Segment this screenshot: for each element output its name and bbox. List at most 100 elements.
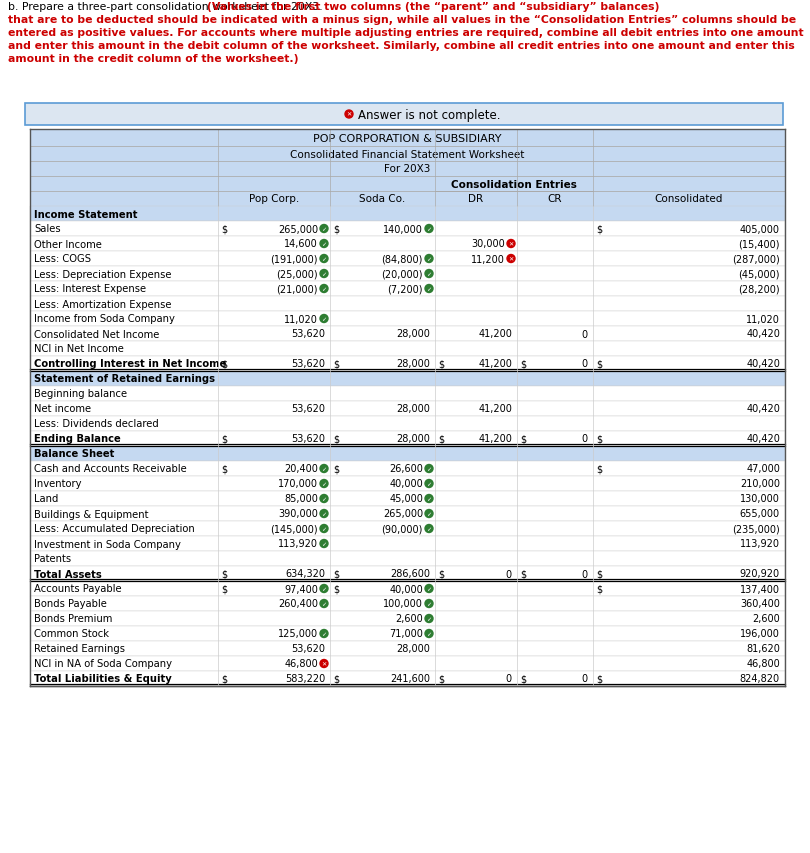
Text: 41,200: 41,200 bbox=[478, 404, 512, 414]
Text: ✓: ✓ bbox=[322, 542, 326, 547]
Circle shape bbox=[425, 600, 433, 608]
Text: 46,800: 46,800 bbox=[746, 659, 780, 669]
Text: $: $ bbox=[333, 434, 339, 444]
Text: (287,000): (287,000) bbox=[732, 254, 780, 264]
Text: ✓: ✓ bbox=[322, 257, 326, 262]
Text: Income from Soda Company: Income from Soda Company bbox=[34, 314, 175, 324]
Text: ✕: ✕ bbox=[322, 661, 326, 666]
Text: 47,000: 47,000 bbox=[746, 464, 780, 474]
Text: ✓: ✓ bbox=[426, 496, 432, 502]
Text: (191,000): (191,000) bbox=[271, 254, 318, 264]
Text: ✓: ✓ bbox=[426, 481, 432, 486]
Text: $: $ bbox=[333, 224, 339, 235]
Bar bbox=[30, 252, 785, 267]
Circle shape bbox=[320, 315, 328, 323]
Text: NCI in NA of Soda Company: NCI in NA of Soda Company bbox=[34, 659, 172, 669]
Text: $: $ bbox=[596, 674, 602, 684]
Text: 405,000: 405,000 bbox=[740, 224, 780, 235]
Text: b. Prepare a three-part consolidation worksheet for 20X3.: b. Prepare a three-part consolidation wo… bbox=[8, 2, 326, 12]
Bar bbox=[30, 596, 785, 612]
Text: Ending Balance: Ending Balance bbox=[34, 434, 121, 444]
Text: ✓: ✓ bbox=[426, 257, 432, 262]
Text: Beginning balance: Beginning balance bbox=[34, 389, 127, 399]
Text: $: $ bbox=[221, 224, 227, 235]
Circle shape bbox=[320, 540, 328, 548]
Bar bbox=[30, 656, 785, 671]
Bar bbox=[30, 432, 785, 446]
Bar bbox=[30, 402, 785, 416]
Text: $: $ bbox=[596, 464, 602, 474]
Text: 41,200: 41,200 bbox=[478, 434, 512, 444]
Text: 655,000: 655,000 bbox=[740, 509, 780, 519]
Text: 130,000: 130,000 bbox=[740, 494, 780, 504]
Text: ✓: ✓ bbox=[426, 631, 432, 636]
Text: 40,420: 40,420 bbox=[746, 329, 780, 339]
Text: $: $ bbox=[221, 359, 227, 369]
Text: Soda Co.: Soda Co. bbox=[360, 194, 406, 204]
Text: $: $ bbox=[596, 359, 602, 369]
Text: 46,800: 46,800 bbox=[284, 659, 318, 669]
Text: $: $ bbox=[438, 359, 444, 369]
Text: NCI in Net Income: NCI in Net Income bbox=[34, 344, 124, 354]
Text: $: $ bbox=[333, 359, 339, 369]
Text: 286,600: 286,600 bbox=[390, 569, 430, 579]
Bar bbox=[30, 130, 785, 147]
Circle shape bbox=[425, 255, 433, 264]
Circle shape bbox=[425, 480, 433, 488]
Circle shape bbox=[320, 659, 328, 668]
Circle shape bbox=[425, 225, 433, 233]
Bar bbox=[30, 507, 785, 521]
Bar bbox=[30, 206, 785, 222]
Text: (145,000): (145,000) bbox=[271, 524, 318, 534]
Bar bbox=[30, 461, 785, 477]
Text: 11,200: 11,200 bbox=[471, 254, 505, 264]
Text: $: $ bbox=[438, 434, 444, 444]
Text: Less: Accumulated Depreciation: Less: Accumulated Depreciation bbox=[34, 524, 194, 534]
Text: ✕: ✕ bbox=[509, 241, 514, 247]
Text: 28,000: 28,000 bbox=[396, 404, 430, 414]
Text: ✓: ✓ bbox=[426, 227, 432, 232]
Text: DR: DR bbox=[468, 194, 484, 204]
Text: 28,000: 28,000 bbox=[396, 329, 430, 339]
Text: 196,000: 196,000 bbox=[740, 629, 780, 639]
Text: Less: COGS: Less: COGS bbox=[34, 254, 91, 264]
Text: Less: Dividends declared: Less: Dividends declared bbox=[34, 419, 159, 429]
Text: ✓: ✓ bbox=[322, 481, 326, 486]
Text: 40,420: 40,420 bbox=[746, 434, 780, 444]
Text: 2,600: 2,600 bbox=[395, 614, 423, 624]
Text: 0: 0 bbox=[582, 569, 588, 579]
Text: ✓: ✓ bbox=[322, 512, 326, 516]
Text: 265,000: 265,000 bbox=[383, 509, 423, 519]
Text: 390,000: 390,000 bbox=[278, 509, 318, 519]
Text: Land: Land bbox=[34, 494, 58, 504]
Text: Retained Earnings: Retained Earnings bbox=[34, 644, 125, 653]
Bar bbox=[30, 641, 785, 656]
Bar bbox=[30, 386, 785, 402]
Text: 40,000: 40,000 bbox=[390, 583, 423, 594]
Text: Other Income: Other Income bbox=[34, 239, 102, 249]
Bar bbox=[30, 537, 785, 551]
Text: CR: CR bbox=[548, 194, 562, 204]
Text: 14,600: 14,600 bbox=[284, 239, 318, 249]
Circle shape bbox=[320, 510, 328, 518]
Text: 11,020: 11,020 bbox=[746, 314, 780, 324]
Bar bbox=[30, 267, 785, 281]
Bar bbox=[30, 626, 785, 641]
Text: For 20X3: For 20X3 bbox=[384, 165, 431, 174]
Text: 28,000: 28,000 bbox=[396, 644, 430, 653]
Text: Answer is not complete.: Answer is not complete. bbox=[358, 108, 501, 121]
Bar bbox=[30, 372, 785, 386]
Text: Buildings & Equipment: Buildings & Equipment bbox=[34, 509, 148, 519]
Text: $: $ bbox=[221, 583, 227, 594]
Text: Statement of Retained Earnings: Statement of Retained Earnings bbox=[34, 374, 215, 384]
Text: ✓: ✓ bbox=[322, 496, 326, 502]
Circle shape bbox=[320, 285, 328, 293]
Circle shape bbox=[320, 600, 328, 608]
Text: that are to be deducted should be indicated with a minus sign, while all values : that are to be deducted should be indica… bbox=[8, 15, 796, 25]
Circle shape bbox=[425, 510, 433, 518]
Text: (235,000): (235,000) bbox=[732, 524, 780, 534]
Text: 0: 0 bbox=[582, 674, 588, 684]
Text: entered as positive values. For accounts where multiple adjusting entries are re: entered as positive values. For accounts… bbox=[8, 28, 804, 38]
Text: Consolidated: Consolidated bbox=[654, 194, 723, 204]
Circle shape bbox=[425, 630, 433, 638]
